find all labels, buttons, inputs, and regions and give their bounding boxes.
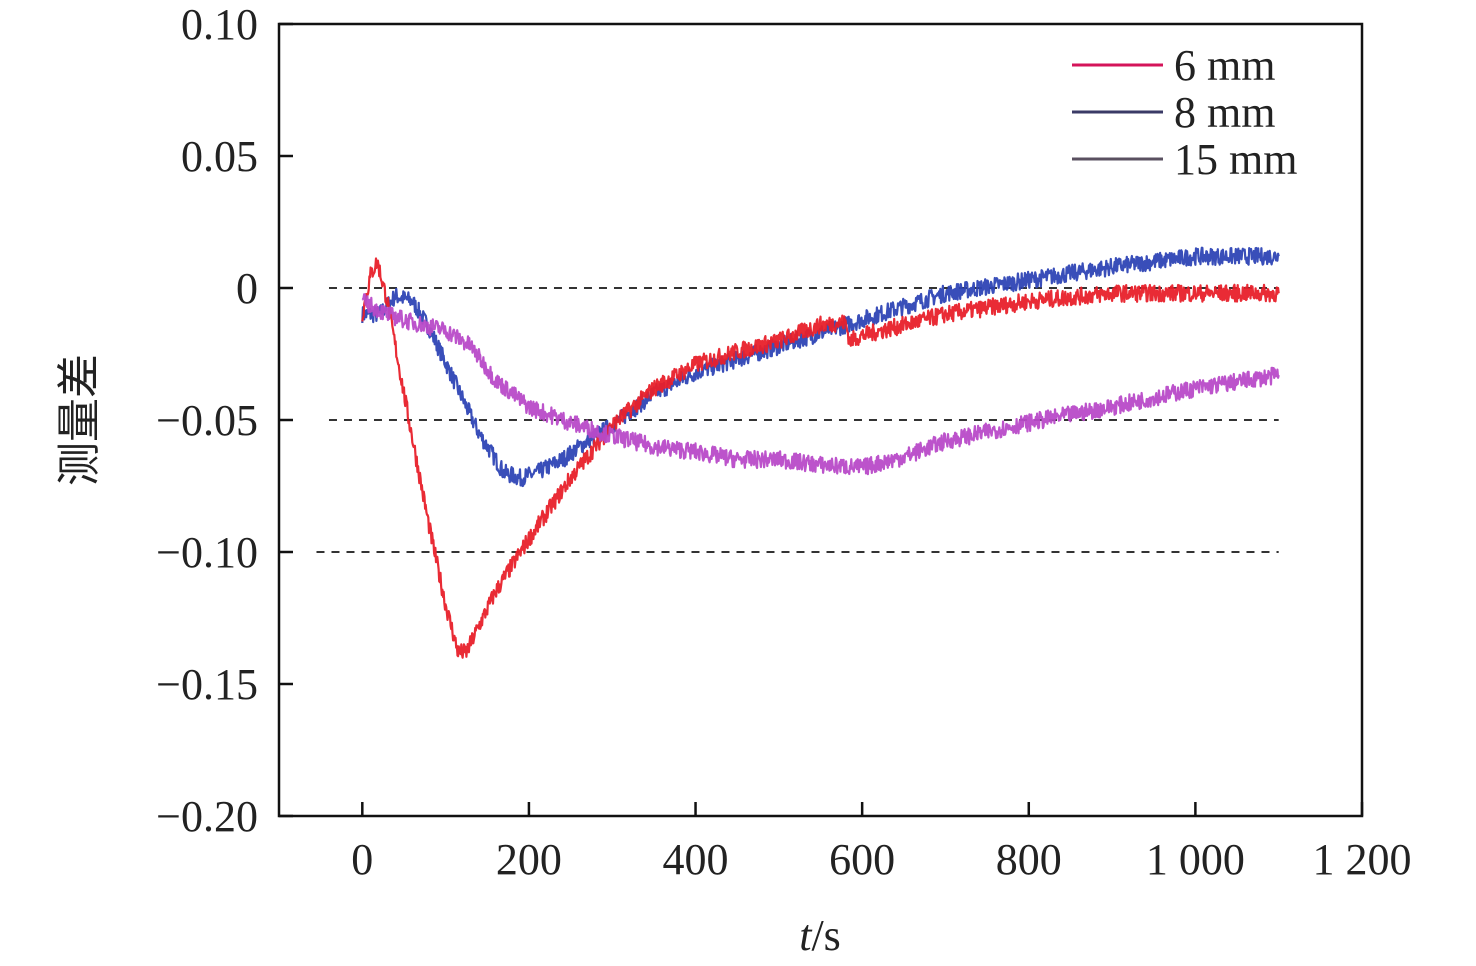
legend-label: 6 mm [1174,41,1275,90]
y-tick-label: −0.20 [156,792,258,841]
series-line [361,293,1280,476]
legend-label: 8 mm [1174,88,1275,137]
y-tick-label: −0.10 [156,528,258,577]
x-axis-label: t/s [799,911,841,960]
x-tick-label: 200 [496,835,562,884]
series-line [361,246,1280,488]
series-layer [361,246,1280,659]
y-axis-label: 测量差 [55,354,104,486]
y-tick-label: 0.05 [181,132,258,181]
x-tick-label: 1 000 [1146,835,1245,884]
x-tick-label: 600 [829,835,895,884]
x-tick-label: 1 200 [1313,835,1412,884]
x-axis-label-unit: /s [811,911,840,960]
x-tick-label: 0 [351,835,373,884]
y-tick-label: 0 [236,264,258,313]
x-axis-label-var: t [799,911,813,960]
x-tick-label: 800 [996,835,1062,884]
y-axis-ticks: 0.10 0.05 0 −0.05 −0.10 −0.15 −0.20 [156,0,293,841]
reference-lines [316,287,1279,553]
series-line [361,257,1280,659]
x-tick-label: 400 [663,835,729,884]
y-tick-label: −0.15 [156,660,258,709]
legend-label: 15 mm [1174,135,1297,184]
x-axis-ticks: 0 200 400 600 800 1 000 1 200 [351,802,1412,884]
y-tick-label: 0.10 [181,0,258,49]
y-tick-label: −0.05 [156,396,258,445]
